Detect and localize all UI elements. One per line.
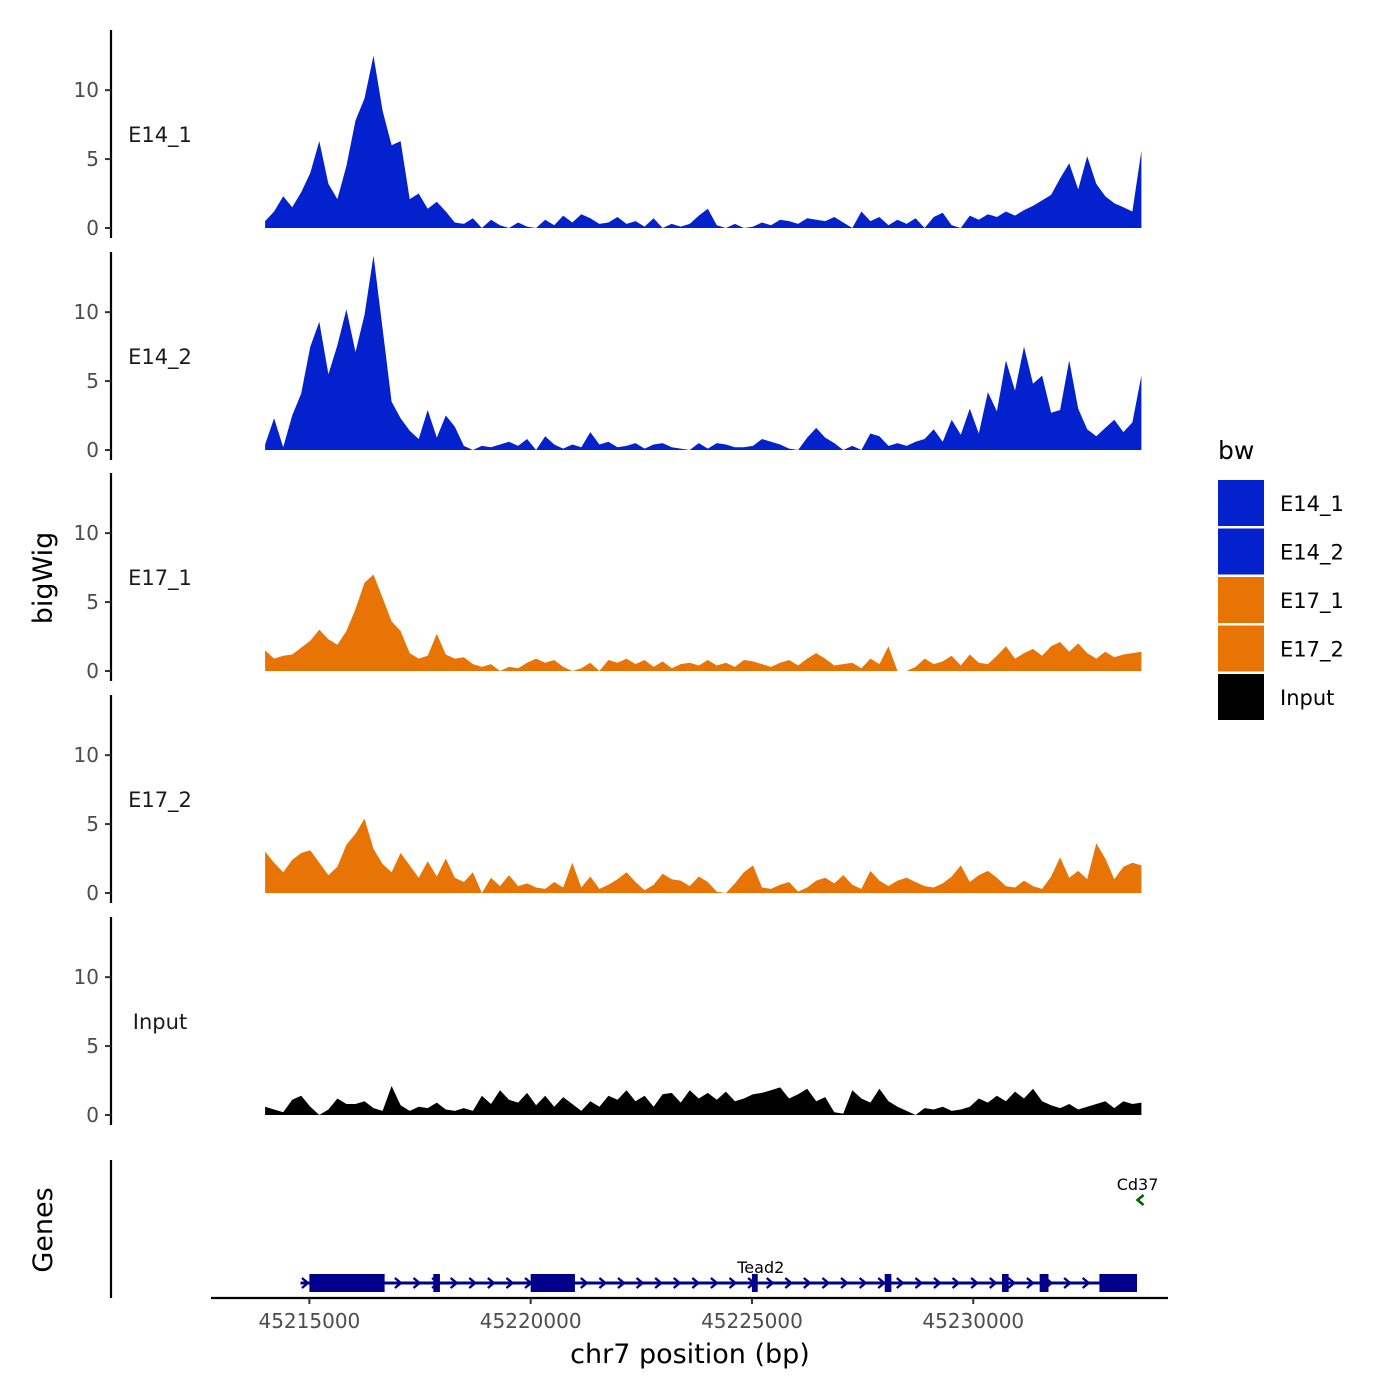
track-label: E17_1: [128, 566, 192, 591]
strand-arrow: [728, 1277, 738, 1289]
strand-arrow: [617, 1277, 626, 1289]
y-tick-label: 10: [74, 300, 99, 324]
y-tick-label: 10: [74, 965, 99, 989]
legend-swatch-E17_1: [1218, 577, 1264, 623]
gene-label: Cd37: [1117, 1175, 1159, 1194]
x-tick-label: 45225000: [701, 1309, 803, 1333]
strand-arrow: [691, 1277, 701, 1289]
legend-swatch-Input: [1218, 674, 1264, 720]
exon: [309, 1274, 385, 1292]
x-axis-title: chr7 position (bp): [570, 1339, 810, 1370]
strand-arrow: [710, 1277, 719, 1289]
coverage-area-E17_2: [265, 818, 1142, 893]
track-label: E14_2: [128, 345, 192, 370]
strand-arrow: [654, 1277, 664, 1289]
legend-label-E17_2: E17_2: [1280, 638, 1344, 663]
track-label: E17_2: [128, 788, 192, 813]
legend-title: bw: [1218, 436, 1254, 465]
legend: bw E14_1 E14_2 E17_1 E17_2 Input: [1218, 436, 1344, 720]
strand-arrow: [1063, 1277, 1072, 1289]
y-tick-label: 10: [74, 78, 99, 102]
strand-arrow: [896, 1277, 905, 1289]
gene-Cd37: Cd37: [1117, 1175, 1159, 1206]
strand-arrow: [412, 1277, 422, 1289]
coverage-area-E17_1: [265, 574, 1142, 671]
exon: [433, 1274, 440, 1292]
x-axis: 45215000 45220000 45225000 45230000: [211, 1296, 1168, 1333]
strand-arrow: [821, 1277, 831, 1289]
panel-E17_1: 0 5 10 E17_1: [74, 473, 1142, 683]
y-tick-label: 5: [86, 590, 99, 614]
y-tick-label: 0: [86, 881, 99, 905]
legend-swatch-E14_1: [1218, 480, 1264, 526]
strand-arrow: [487, 1277, 496, 1289]
strand-arrow: [877, 1277, 887, 1289]
exon: [1039, 1274, 1049, 1292]
x-tick-label: 45215000: [258, 1309, 360, 1333]
track-label: Input: [133, 1010, 187, 1034]
y-tick-label: 10: [74, 521, 99, 545]
gene-Tead2: Tead2: [300, 1258, 1138, 1292]
strand-arrow: [988, 1277, 998, 1289]
legend-label-E14_1: E14_1: [1280, 492, 1344, 517]
panel-E17_2: 0 5 10 E17_2: [74, 695, 1142, 905]
y-axis-title: bigWig: [28, 532, 59, 625]
strand-arrow: [505, 1277, 515, 1289]
genes-axis-title: Genes: [28, 1187, 59, 1272]
gene-label: Tead2: [736, 1258, 784, 1277]
exon: [884, 1274, 892, 1292]
track-label: E14_1: [128, 123, 192, 148]
strand-arrow: [1135, 1194, 1145, 1206]
panel-E14_2: 0 5 10 E14_2: [74, 252, 1142, 462]
strand-arrow: [449, 1277, 459, 1289]
strand-arrow: [635, 1277, 645, 1289]
panel-Input: 0 5 10 Input: [74, 917, 1142, 1127]
y-tick-label: 0: [86, 438, 99, 462]
strand-arrow: [803, 1277, 812, 1289]
coverage-area-E14_2: [265, 255, 1142, 450]
strand-arrow: [933, 1277, 942, 1289]
y-tick-label: 5: [86, 1034, 99, 1058]
strand-arrow: [784, 1277, 794, 1289]
coverage-area-Input: [265, 1086, 1142, 1115]
strand-arrow: [672, 1277, 682, 1289]
y-tick-label: 5: [86, 147, 99, 171]
y-tick-label: 5: [86, 812, 99, 836]
legend-label-E17_1: E17_1: [1280, 589, 1344, 614]
exon: [530, 1274, 575, 1292]
exon: [1099, 1274, 1138, 1292]
strand-arrow: [598, 1277, 608, 1289]
strand-arrow: [840, 1277, 849, 1289]
strand-arrow: [765, 1277, 775, 1289]
strand-arrow: [951, 1277, 961, 1289]
strand-arrow: [1081, 1277, 1091, 1289]
exon: [751, 1274, 758, 1292]
coverage-panels: 0 5 10 E14_1 0 5 10 E14_2 0 5 10 E17_1 0 5 10 E17_2 0 5 10…: [74, 30, 1142, 1127]
y-tick-label: 10: [74, 743, 99, 767]
y-tick-label: 0: [86, 659, 99, 683]
y-tick-label: 0: [86, 1103, 99, 1127]
genes-panel: Tead2 Cd37: [109, 1160, 1159, 1298]
exon: [1002, 1274, 1009, 1292]
legend-label-E14_2: E14_2: [1280, 541, 1344, 566]
y-tick-label: 5: [86, 369, 99, 393]
y-tick-label: 0: [86, 216, 99, 240]
x-tick-label: 45220000: [480, 1309, 582, 1333]
x-tick-label: 45230000: [922, 1309, 1024, 1333]
strand-arrow: [970, 1277, 980, 1289]
legend-swatch-E17_2: [1218, 625, 1264, 672]
legend-swatch-E14_2: [1218, 528, 1264, 575]
strand-arrow: [394, 1277, 403, 1289]
strand-arrow: [914, 1277, 924, 1289]
strand-arrow: [468, 1277, 478, 1289]
strand-arrow: [301, 1277, 310, 1289]
legend-label-Input: Input: [1280, 686, 1334, 710]
strand-arrow: [1007, 1277, 1017, 1289]
panel-E14_1: 0 5 10 E14_1: [74, 30, 1142, 240]
coverage-area-E14_1: [265, 55, 1142, 229]
strand-arrow: [1026, 1277, 1035, 1289]
strand-arrow: [858, 1277, 868, 1289]
strand-arrow: [580, 1277, 589, 1289]
